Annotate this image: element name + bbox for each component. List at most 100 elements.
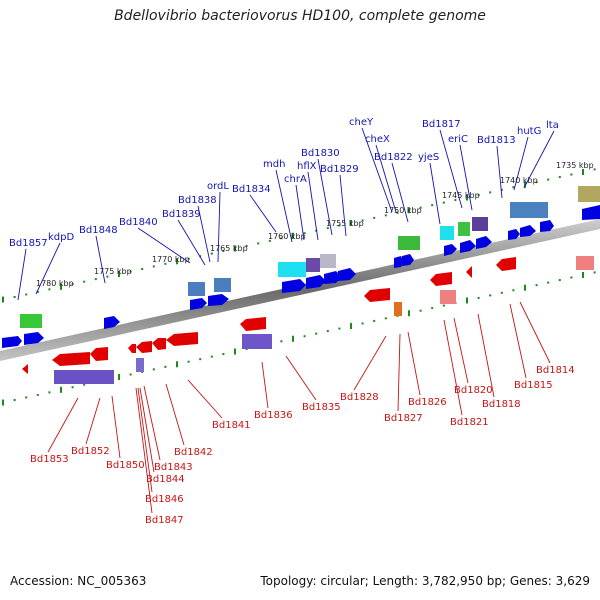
feature-bar: [472, 217, 488, 231]
gene-forward[interactable]: [338, 268, 356, 281]
gene-label[interactable]: Bd1827: [384, 413, 423, 424]
leader-line: [407, 331, 421, 396]
gene-label[interactable]: Bd1835: [302, 402, 341, 413]
gene-label[interactable]: Bd1814: [536, 365, 575, 376]
gene-label[interactable]: Bd1844: [146, 474, 185, 485]
scale-major-tick: [582, 271, 584, 278]
scale-minor-tick: [535, 284, 538, 287]
feature-bar: [278, 262, 306, 277]
gene-forward[interactable]: [104, 316, 120, 329]
leader-line: [519, 301, 551, 364]
gene-label[interactable]: cheX: [365, 134, 390, 145]
gene-forward[interactable]: [402, 254, 414, 266]
gene-label[interactable]: Bd1836: [254, 410, 293, 421]
leader-line: [295, 184, 305, 241]
gene-forward[interactable]: [24, 332, 44, 345]
gene-label[interactable]: mdh: [263, 159, 285, 170]
gene-label[interactable]: Bd1826: [408, 397, 447, 408]
scale-minor-tick: [141, 267, 144, 270]
gene-forward[interactable]: [476, 236, 492, 249]
scale-minor-tick: [36, 393, 39, 396]
gene-label[interactable]: Bd1822: [374, 152, 413, 163]
gene-label[interactable]: Bd1820: [454, 385, 493, 396]
gene-reverse[interactable]: [430, 272, 452, 286]
gene-label[interactable]: eriC: [448, 134, 468, 145]
gene-reverse[interactable]: [166, 332, 198, 346]
gene-reverse[interactable]: [496, 257, 516, 271]
gene-label[interactable]: Bd1829: [320, 164, 359, 175]
gene-forward[interactable]: [282, 279, 306, 293]
gene-label[interactable]: Bd1843: [154, 462, 193, 473]
gene-reverse[interactable]: [52, 352, 90, 366]
leader-line: [137, 387, 153, 493]
gene-forward[interactable]: [508, 229, 520, 240]
gene-label[interactable]: yjeS: [418, 152, 439, 163]
reverse-genes: [22, 257, 516, 374]
gene-label[interactable]: kdpD: [48, 232, 74, 243]
gene-reverse[interactable]: [128, 344, 136, 353]
leader-line: [496, 145, 503, 199]
gene-label[interactable]: Bd1841: [212, 420, 251, 431]
gene-label[interactable]: Bd1813: [477, 135, 516, 146]
gene-forward[interactable]: [394, 256, 404, 268]
gene-label[interactable]: cheY: [349, 117, 374, 128]
scale-major-tick: [2, 296, 4, 303]
gene-label[interactable]: Bd1821: [450, 417, 489, 428]
gene-label[interactable]: Bd1828: [340, 392, 379, 403]
gene-label[interactable]: Bd1838: [178, 195, 217, 206]
leader-line: [139, 387, 155, 473]
gene-forward[interactable]: [460, 240, 476, 253]
leader-line: [285, 355, 317, 401]
gene-label[interactable]: Bd1817: [422, 119, 461, 130]
scale-minor-tick: [83, 383, 86, 386]
gene-label[interactable]: chrA: [284, 174, 307, 185]
gene-label[interactable]: Bd1815: [514, 380, 553, 391]
gene-reverse[interactable]: [136, 341, 152, 353]
gene-reverse[interactable]: [90, 347, 108, 361]
gene-label[interactable]: Bd1852: [71, 446, 110, 457]
scale-label: 1765 kbp: [210, 244, 248, 253]
scale-minor-tick: [315, 332, 318, 335]
gene-label[interactable]: Bd1857: [9, 238, 48, 249]
gene-forward[interactable]: [208, 294, 229, 306]
gene-label[interactable]: Bd1846: [145, 494, 184, 505]
leader-line: [375, 144, 397, 213]
gene-forward[interactable]: [306, 275, 326, 289]
scale-label: 1740 kbp: [500, 176, 538, 185]
gene-reverse[interactable]: [466, 266, 472, 278]
gene-forward[interactable]: [190, 298, 207, 310]
gene-reverse[interactable]: [152, 338, 166, 350]
gene-label[interactable]: Bd1847: [145, 515, 184, 526]
gene-forward[interactable]: [2, 336, 22, 348]
gene-reverse[interactable]: [240, 317, 266, 331]
gene-label[interactable]: Bd1842: [174, 447, 213, 458]
gene-forward[interactable]: [582, 205, 600, 220]
scale-major-tick: [234, 245, 236, 252]
gene-label[interactable]: ordL: [207, 181, 229, 192]
gene-reverse[interactable]: [364, 288, 390, 302]
scale-major-tick: [234, 348, 236, 355]
gene-label[interactable]: Bd1850: [106, 460, 145, 471]
scale-minor-tick: [83, 280, 86, 283]
gene-label[interactable]: lta: [546, 120, 559, 131]
reverse-feature-bars: [54, 256, 594, 384]
accession-text: Accession: NC_005363: [10, 574, 147, 588]
gene-label[interactable]: Bd1830: [301, 148, 340, 159]
gene-forward[interactable]: [520, 225, 536, 237]
gene-reverse[interactable]: [22, 364, 28, 374]
scale-minor-tick: [164, 262, 167, 265]
gene-label[interactable]: Bd1839: [162, 209, 201, 220]
leader-line: [275, 169, 293, 243]
gene-label[interactable]: hflX: [297, 161, 317, 172]
gene-label[interactable]: Bd1834: [232, 184, 271, 195]
gene-label[interactable]: hutG: [517, 126, 541, 137]
gene-label[interactable]: Bd1853: [30, 454, 69, 465]
gene-forward[interactable]: [540, 220, 554, 232]
gene-forward[interactable]: [444, 244, 457, 256]
gene-label[interactable]: Bd1848: [79, 225, 118, 236]
leader-line: [217, 191, 221, 263]
feature-bar: [320, 254, 336, 268]
gene-label[interactable]: Bd1818: [482, 399, 521, 410]
gene-forward[interactable]: [324, 271, 342, 284]
gene-label[interactable]: Bd1840: [119, 217, 158, 228]
